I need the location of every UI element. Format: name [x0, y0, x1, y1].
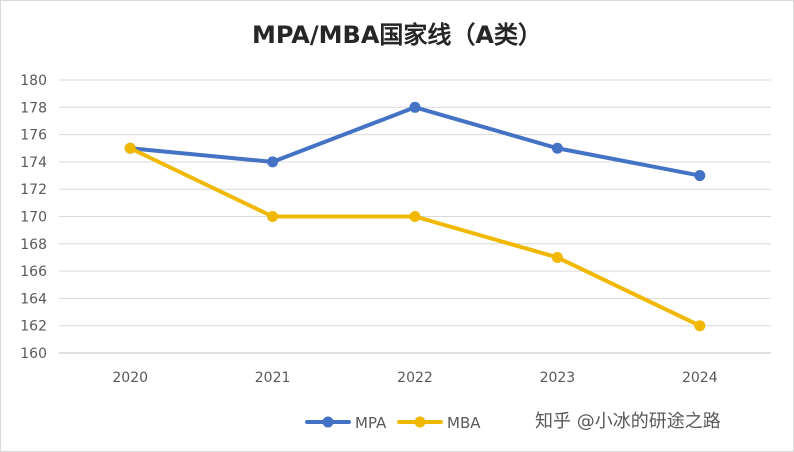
y-tick-label: 176 [20, 128, 47, 144]
legend-label-mba: MBA [447, 414, 481, 432]
data-point-mpa [409, 101, 421, 113]
y-tick-label: 180 [20, 73, 47, 89]
chart-title: MPA/MBA国家线（A类） [252, 21, 542, 49]
data-point-mba [409, 211, 421, 222]
y-tick-label: 174 [20, 155, 47, 171]
data-point-mpa [267, 156, 279, 168]
y-tick-label: 170 [20, 210, 47, 226]
legend-marker-mpa [322, 416, 334, 428]
data-point-mba [267, 211, 279, 222]
x-tick-label: 2020 [112, 370, 148, 386]
data-point-mba [551, 251, 563, 263]
data-point-mpa [551, 142, 563, 154]
data-point-mba [694, 320, 706, 332]
data-point-mba [124, 142, 136, 154]
x-tick-label: 2021 [255, 370, 291, 386]
y-tick-label: 164 [20, 291, 47, 307]
watermark-text: 知乎 @小冰的研途之路 [535, 411, 721, 432]
y-tick-label: 166 [20, 264, 47, 280]
legend-label-mpa: MPA [355, 414, 387, 432]
series-line-mba [128, 146, 702, 328]
x-tick-label: 2022 [397, 370, 433, 386]
series-line-mpa [128, 105, 702, 178]
legend-marker-mba [414, 416, 426, 428]
y-tick-label: 160 [20, 346, 47, 362]
y-tick-label: 172 [20, 182, 47, 198]
x-tick-label: 2024 [682, 370, 718, 386]
y-tick-label: 168 [20, 237, 47, 253]
y-tick-label: 162 [20, 319, 47, 335]
data-point-mpa [694, 170, 706, 182]
y-tick-label: 178 [20, 100, 47, 116]
x-tick-label: 2023 [540, 370, 576, 386]
